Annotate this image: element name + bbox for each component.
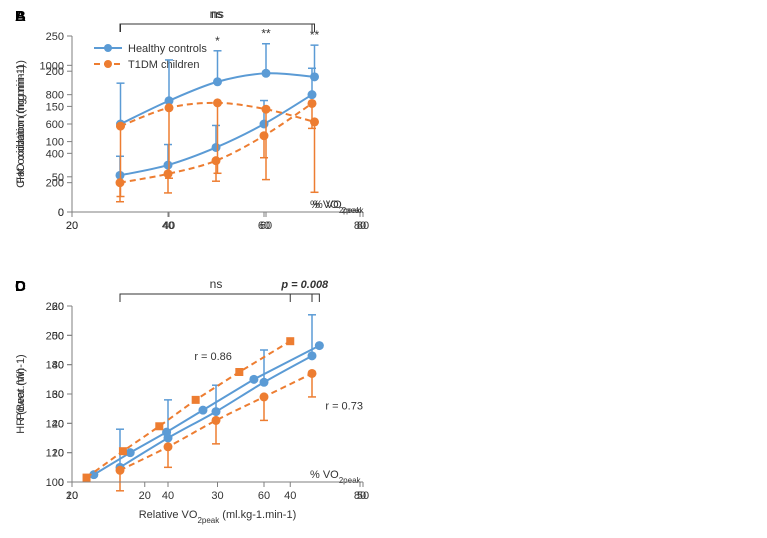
svg-text:200: 200 bbox=[46, 66, 64, 78]
svg-text:40: 40 bbox=[284, 490, 296, 502]
svg-text:150: 150 bbox=[46, 101, 64, 113]
chart-b: 20 40 60 80 0 50 100 150 200 250 Fat oxidation (mg… bbox=[0, 0, 383, 260]
panel-letter-d: D bbox=[15, 278, 26, 295]
svg-text:ns: ns bbox=[211, 7, 224, 21]
svg-text:60: 60 bbox=[260, 220, 272, 232]
svg-text:0: 0 bbox=[58, 207, 64, 219]
svg-text:30: 30 bbox=[211, 490, 223, 502]
svg-text:250: 250 bbox=[46, 31, 64, 43]
svg-text:160: 160 bbox=[46, 389, 64, 401]
svg-text:220: 220 bbox=[46, 301, 64, 313]
svg-text:100: 100 bbox=[46, 137, 64, 149]
svg-text:120: 120 bbox=[46, 448, 64, 460]
svg-text:20: 20 bbox=[66, 220, 78, 232]
svg-text:**: ** bbox=[310, 28, 320, 42]
svg-text:r = 0.86: r = 0.86 bbox=[194, 351, 232, 363]
panel-letter-b: B bbox=[15, 8, 26, 25]
svg-text:Relative VO2peak (ml.kg-1.min-: Relative VO2peak (ml.kg-1.min-1) bbox=[139, 509, 297, 525]
svg-text:140: 140 bbox=[46, 418, 64, 430]
svg-text:*: * bbox=[215, 34, 220, 48]
svg-text:80: 80 bbox=[357, 220, 369, 232]
svg-text:20: 20 bbox=[139, 490, 151, 502]
svg-text:100: 100 bbox=[46, 477, 64, 489]
chart-d: 10 20 30 40 50 100 120 140 160 180 200 220 HR (Beat.… bbox=[0, 270, 383, 530]
svg-text:200: 200 bbox=[46, 330, 64, 342]
svg-text:r = 0.73: r = 0.73 bbox=[325, 400, 363, 412]
svg-text:**: ** bbox=[261, 27, 271, 41]
svg-text:HR (Beat.min-1): HR (Beat.min-1) bbox=[15, 354, 27, 433]
svg-text:10: 10 bbox=[66, 490, 78, 502]
svg-text:50: 50 bbox=[357, 490, 369, 502]
svg-text:50: 50 bbox=[52, 172, 64, 184]
svg-text:Fat oxidation (mg.min-1): Fat oxidation (mg.min-1) bbox=[15, 64, 27, 183]
svg-text:p = 0.008: p = 0.008 bbox=[280, 279, 329, 291]
svg-text:40: 40 bbox=[163, 220, 175, 232]
svg-text:180: 180 bbox=[46, 360, 64, 372]
